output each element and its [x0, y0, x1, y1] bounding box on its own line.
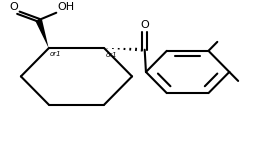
- Polygon shape: [35, 20, 49, 48]
- Text: O: O: [140, 20, 149, 30]
- Text: O: O: [9, 2, 18, 12]
- Text: or1: or1: [50, 51, 61, 57]
- Text: or1: or1: [105, 52, 117, 58]
- Text: OH: OH: [58, 2, 75, 12]
